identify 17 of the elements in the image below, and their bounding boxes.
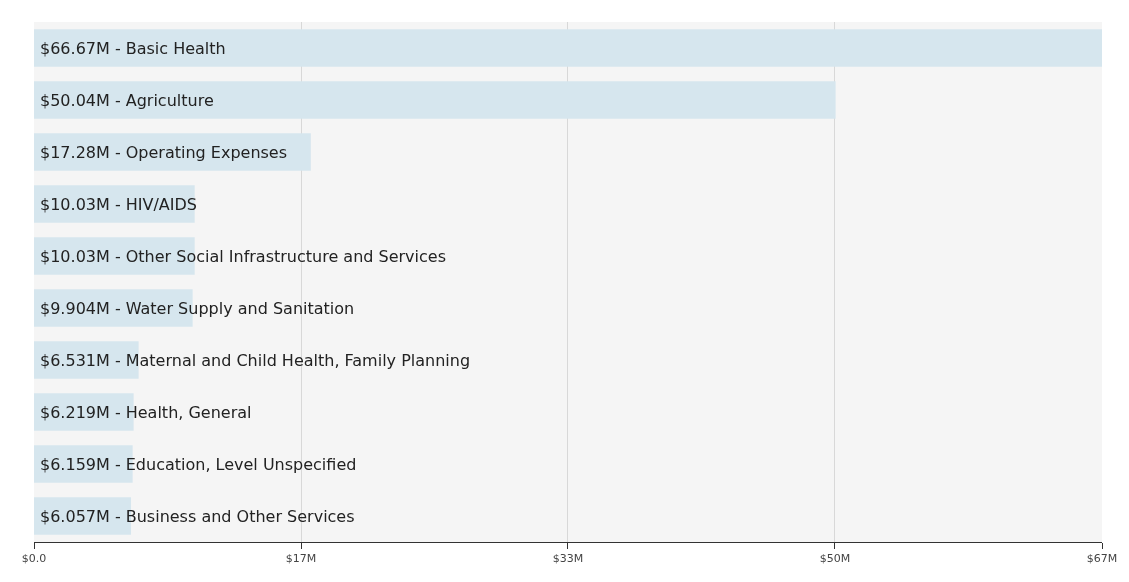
y-tick-label: $6.057M - Business and Other Services <box>40 507 355 526</box>
y-tick-label: $66.67M - Basic Health <box>40 39 226 58</box>
y-tick-label: $9.904M - Water Supply and Sanitation <box>40 299 355 318</box>
y-tick-label: $6.159M - Education, Level Unspecified <box>40 455 357 474</box>
x-tick-label: $50M <box>819 552 851 566</box>
y-tick-label: $10.03M - Other Social Infrastructure and Services <box>40 247 446 266</box>
y-tick-label: $6.219M - Health, General <box>40 403 252 422</box>
bar <box>34 29 1102 67</box>
y-tick-label: $50.04M - Agriculture <box>40 91 214 110</box>
bar <box>34 81 836 119</box>
x-tick-label: $33M <box>552 552 584 566</box>
x-tick-label: $17M <box>285 552 317 566</box>
y-tick-label: $10.03M - HIV/AIDS <box>40 195 197 214</box>
y-tick-label: $6.531M - Maternal and Child Health, Family Planning <box>40 351 471 370</box>
x-tick-label: $0.0 <box>21 552 47 566</box>
x-tick-label: $67M <box>1086 552 1118 566</box>
y-tick-label: $17.28M - Operating Expenses <box>40 143 288 162</box>
